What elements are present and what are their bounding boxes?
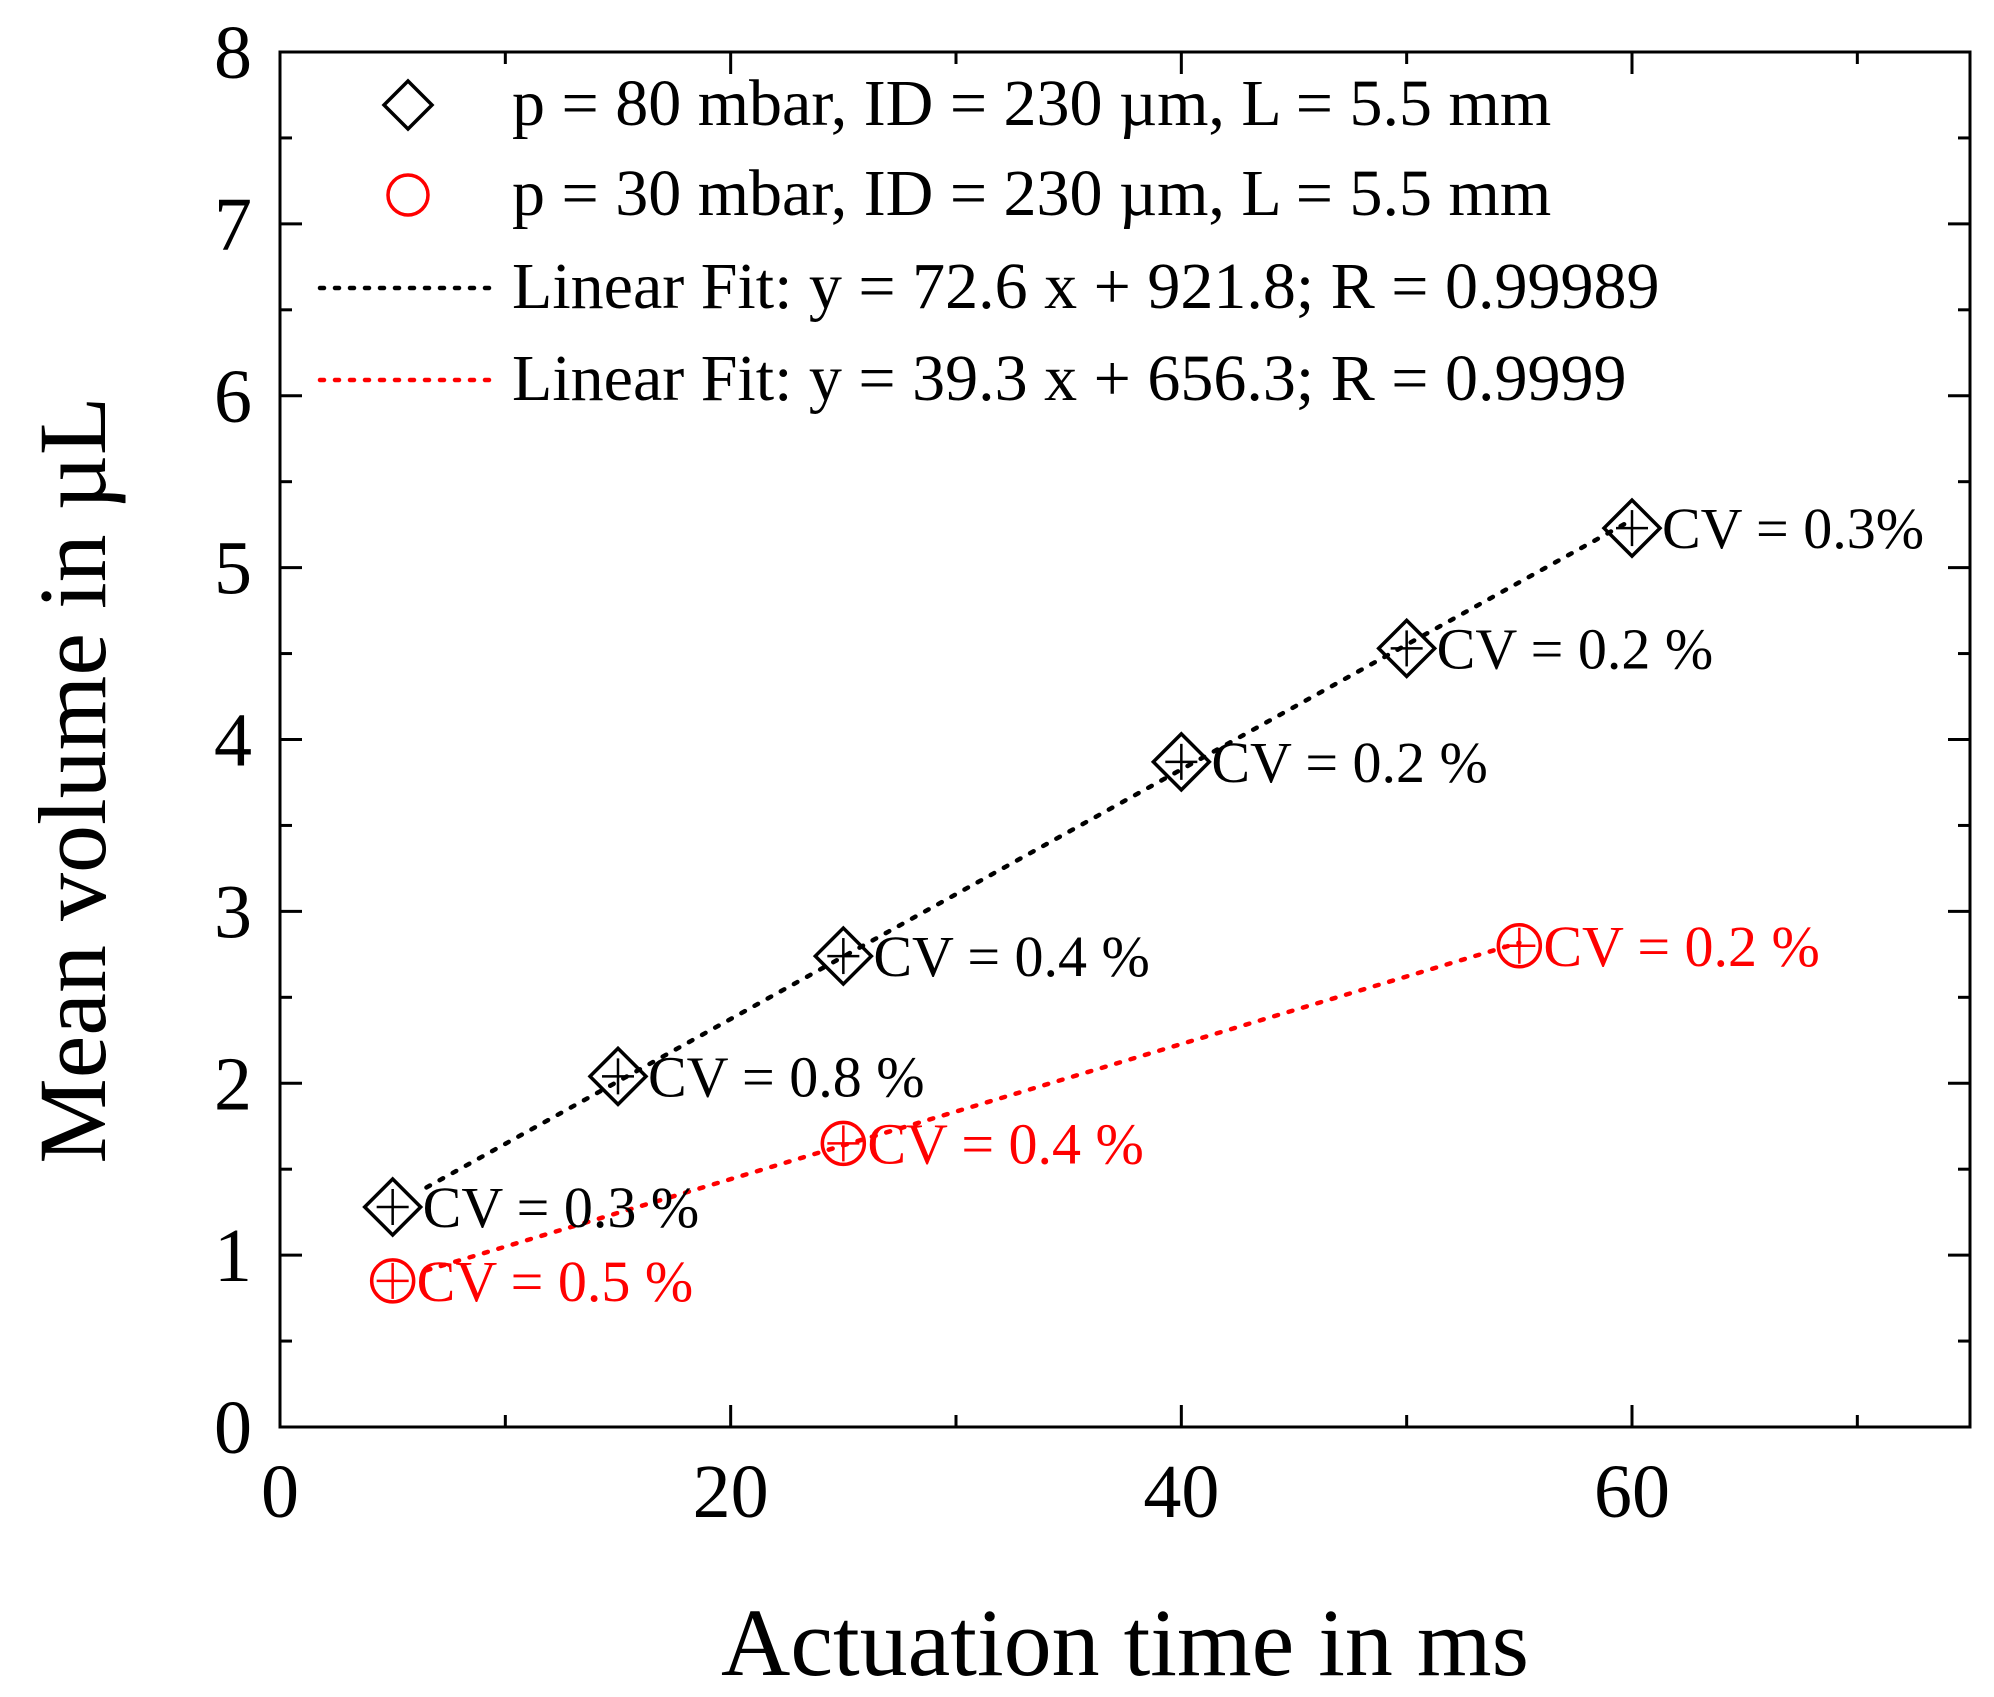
x-axis-title: Actuation time in ms <box>721 1589 1529 1696</box>
legend-label: p = 30 mbar, ID = 230 µm, L = 5.5 mm <box>512 157 1551 230</box>
x-tick-label: 0 <box>261 1450 299 1534</box>
y-tick-label: 1 <box>214 1214 252 1298</box>
y-tick-label: 5 <box>214 527 252 611</box>
cv-data-label: CV = 0.5 % <box>417 1249 694 1314</box>
cv-data-label: CV = 0.8 % <box>648 1044 925 1109</box>
data-point: CV = 0.3% <box>1601 496 1924 561</box>
y-tick-label: 8 <box>214 11 252 95</box>
y-tick-label: 3 <box>214 870 252 954</box>
data-point: CV = 0.4 % <box>820 1111 1144 1176</box>
diamond-marker <box>1150 731 1212 793</box>
data-point: CV = 0.5 % <box>369 1249 694 1314</box>
diamond-marker <box>812 925 874 987</box>
legend-circle-symbol <box>386 173 430 217</box>
diamond-marker <box>362 1176 424 1238</box>
circle-marker <box>369 1258 416 1304</box>
cv-data-label: CV = 0.2 % <box>1543 914 1820 979</box>
legend-label: p = 80 mbar, ID = 230 µm, L = 5.5 mm <box>512 67 1551 140</box>
x-tick-label: 40 <box>1143 1450 1219 1534</box>
legend-diamond-symbol <box>381 78 435 132</box>
axes: 0 20 40 60 0 1 2 3 4 5 6 7 8 <box>214 11 1972 1534</box>
x-tick-label: 20 <box>693 1450 769 1534</box>
y-tick-label: 0 <box>214 1386 252 1470</box>
cv-data-label: CV = 0.3 % <box>423 1175 700 1240</box>
cv-data-label: CV = 0.2 % <box>1211 730 1488 795</box>
data-point: CV = 0.2 % <box>1496 914 1820 979</box>
diamond-marker <box>587 1045 649 1107</box>
y-tick-label: 7 <box>214 183 252 267</box>
data-point: CV = 0.3 % <box>362 1175 700 1240</box>
data-point: CV = 0.2 % <box>1376 616 1714 681</box>
circle-marker <box>1496 923 1543 969</box>
legend-label: Linear Fit: y = 39.3 x + 656.3; R = 0.99… <box>512 342 1626 415</box>
legend: p = 80 mbar, ID = 230 µm, L = 5.5 mm p = … <box>317 67 1659 415</box>
data-points: CV = 0.3 %CV = 0.8 %CV = 0.4 %CV = 0.2 %… <box>362 496 1924 1314</box>
y-axis-title: Mean volume in µL <box>19 396 126 1163</box>
diamond-marker <box>1601 497 1663 559</box>
data-point: CV = 0.8 % <box>587 1044 925 1109</box>
cv-data-label: CV = 0.2 % <box>1437 616 1714 681</box>
y-tick-label: 2 <box>214 1042 252 1126</box>
diamond-marker <box>1376 617 1438 679</box>
legend-label: Linear Fit: y = 72.6 x + 921.8; R = 0.99… <box>512 250 1659 323</box>
x-tick-label: 60 <box>1594 1450 1670 1534</box>
fit-line-2 <box>424 940 1522 1273</box>
cv-data-label: CV = 0.4 % <box>873 924 1150 989</box>
y-tick-label: 4 <box>214 699 252 783</box>
data-point: CV = 0.2 % <box>1150 730 1488 795</box>
data-point: CV = 0.4 % <box>812 924 1150 989</box>
circle-marker <box>820 1120 867 1167</box>
cv-data-label: CV = 0.3% <box>1662 496 1924 561</box>
cv-data-label: CV = 0.4 % <box>867 1111 1144 1176</box>
y-tick-label: 6 <box>214 355 252 439</box>
